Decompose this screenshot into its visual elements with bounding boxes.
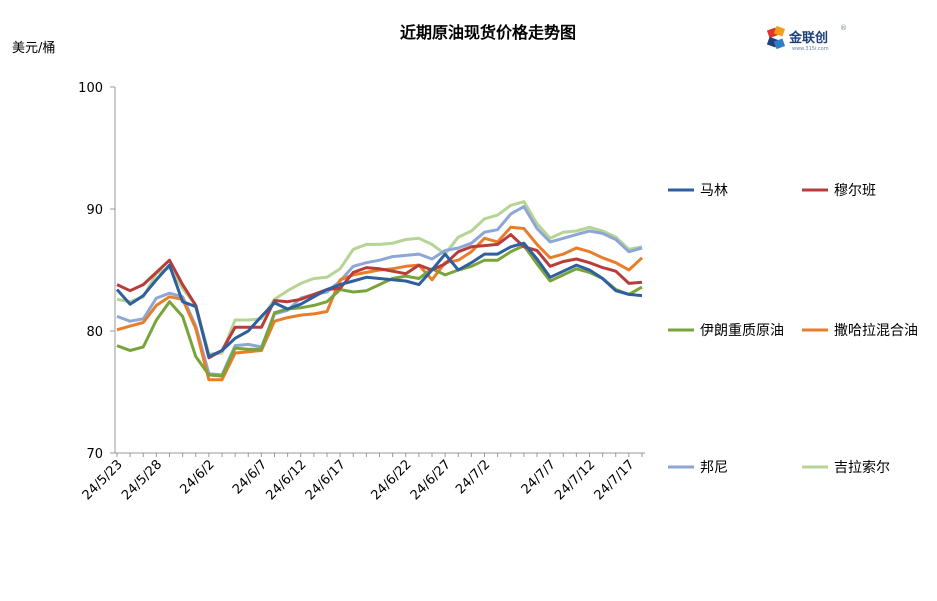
y-tick-label: 70 xyxy=(86,447,103,462)
legend-label: 撒哈拉混合油 xyxy=(834,323,918,339)
x-tick-label: 24/5/23 xyxy=(80,457,126,503)
x-tick-label: 24/6/2 xyxy=(178,457,218,497)
legend-label: 马林 xyxy=(700,183,728,199)
legend-label: 伊朗重质原油 xyxy=(700,323,784,339)
x-tick-label: 24/6/17 xyxy=(303,457,349,503)
y-tick-label: 100 xyxy=(78,81,103,96)
y-axis-unit-label: 美元/桶 xyxy=(12,41,55,56)
legend-label: 穆尔班 xyxy=(834,183,876,199)
y-tick-label: 80 xyxy=(86,325,103,340)
series-lines xyxy=(115,200,644,382)
x-tick-label: 24/5/28 xyxy=(119,457,165,503)
chart-title: 近期原油现货价格走势图 xyxy=(400,23,576,42)
x-tick-label: 24/6/27 xyxy=(408,457,454,503)
x-tick-label: 24/6/22 xyxy=(369,457,415,503)
series-line xyxy=(115,241,643,359)
registered-mark-icon: ® xyxy=(840,24,847,32)
series-line xyxy=(116,244,643,378)
y-tick-label: 90 xyxy=(86,203,103,218)
logo-wordmark: 金联创 xyxy=(788,30,828,46)
logo: 金联创 ® www.315i.com xyxy=(766,24,847,52)
x-tick-label: 24/7/12 xyxy=(552,457,598,503)
logo-mark-icon xyxy=(766,25,786,50)
y-ticks: 70 80 90 100 xyxy=(78,81,115,462)
logo-url: www.315i.com xyxy=(792,46,829,52)
legend-label: 吉拉索尔 xyxy=(834,459,890,476)
x-tick-label: 24/7/2 xyxy=(453,457,493,497)
x-tick-label: 24/7/17 xyxy=(592,457,638,503)
x-tick-label: 24/6/12 xyxy=(264,457,310,503)
legend-label: 邦尼 xyxy=(700,460,728,476)
